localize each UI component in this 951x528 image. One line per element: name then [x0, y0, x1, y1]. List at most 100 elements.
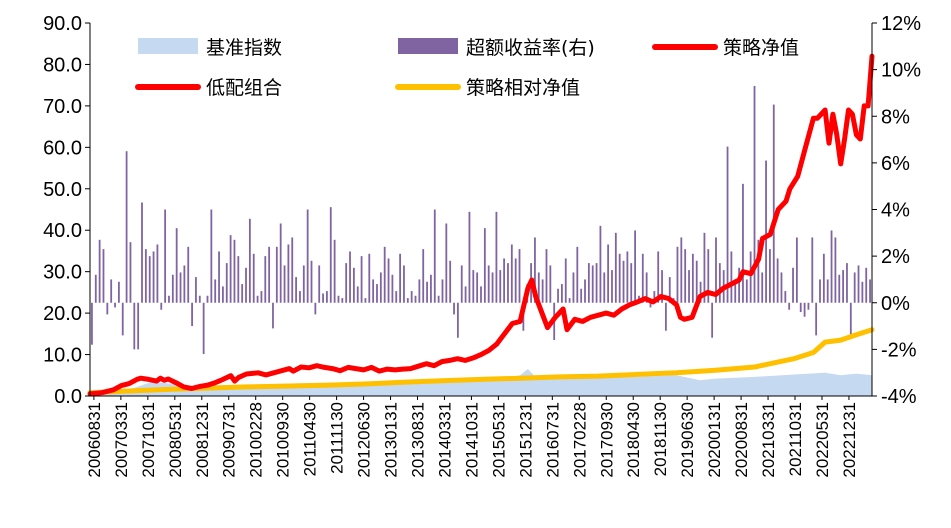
excess-bar [306, 209, 309, 303]
excess-bar [445, 223, 448, 303]
x-tick-label: 20181130 [651, 402, 670, 476]
excess-bar [480, 286, 482, 303]
excess-bar [853, 272, 856, 303]
excess-bar [842, 270, 845, 303]
excess-bar [838, 274, 841, 303]
excess-bar [98, 239, 101, 303]
x-tick-label: 20081231 [193, 402, 212, 478]
excess-bar [403, 265, 405, 303]
excess-bar [295, 277, 297, 303]
excess-bar [811, 237, 814, 303]
excess-bar [684, 249, 687, 303]
y-right-tick-label: 12% [881, 13, 921, 35]
excess-bar [549, 265, 552, 303]
excess-bar [360, 256, 363, 303]
x-tick-label: 20150531 [489, 402, 508, 478]
x-tick-label: 20111130 [328, 402, 347, 474]
x-tick-label: 20210331 [759, 402, 778, 478]
excess-bar [730, 251, 733, 303]
excess-bar [272, 302, 274, 329]
y-left-tick-label: 40.0 [43, 220, 82, 242]
excess-bar [233, 239, 236, 303]
excess-bar [688, 270, 690, 303]
excess-bar [322, 293, 324, 303]
y-left-tick-label: 90.0 [43, 13, 82, 35]
excess-bar [106, 302, 109, 315]
excess-bar [426, 281, 428, 303]
excess-bar [665, 302, 667, 331]
excess-bar [815, 302, 818, 336]
excess-bar [406, 298, 409, 303]
excess-bar [572, 272, 575, 303]
excess-bar [418, 279, 421, 303]
excess-bar [144, 249, 147, 303]
excess-bar [545, 249, 548, 303]
excess-bar [865, 267, 868, 303]
excess-bar [691, 253, 694, 303]
excess-bar [761, 272, 764, 303]
excess-bar [715, 237, 717, 303]
y-left-tick-label: 10.0 [43, 345, 82, 367]
excess-bar [784, 291, 787, 303]
excess-bar [141, 202, 143, 303]
excess-bar [437, 295, 440, 303]
excess-bar [337, 295, 340, 303]
excess-bar [568, 298, 571, 303]
excess-bar [834, 237, 837, 303]
excess-bar [229, 235, 232, 303]
excess-bar [491, 272, 494, 303]
excess-bar [114, 302, 116, 308]
x-tick-label: 20100930 [274, 402, 293, 478]
excess-bar [245, 267, 247, 303]
excess-bar [668, 277, 671, 303]
x-tick-label: 20080531 [166, 402, 185, 478]
excess-bar [287, 244, 290, 303]
excess-bar [391, 274, 394, 303]
excess-bar [237, 256, 240, 303]
excess-bar [279, 223, 282, 303]
excess-bar [792, 267, 794, 303]
excess-bar [780, 272, 783, 303]
excess-bar [657, 251, 660, 303]
excess-bar [591, 265, 594, 303]
excess-bar [846, 263, 848, 303]
excess-bar [133, 302, 136, 350]
excess-bar [703, 232, 706, 303]
y-left-tick-label: 20.0 [43, 303, 82, 325]
excess-bar [803, 302, 806, 317]
excess-bar [795, 237, 798, 303]
y-right-tick-label: 0% [881, 293, 910, 315]
excess-bar [121, 302, 124, 336]
excess-bar [561, 284, 563, 303]
excess-bar [587, 263, 590, 303]
excess-bar [252, 253, 255, 303]
excess-bar [507, 263, 509, 303]
excess-bar [168, 295, 170, 303]
excess-bar [765, 160, 767, 303]
excess-bar [576, 246, 579, 303]
y-right-tick-label: -4% [881, 386, 917, 408]
y-left-tick-label: 60.0 [43, 137, 82, 159]
excess-bar [830, 230, 833, 303]
excess-bar [129, 242, 132, 303]
excess-bar [379, 272, 382, 303]
excess-bar [410, 291, 413, 303]
excess-bar [187, 246, 190, 303]
legend-swatch-benchmark [138, 38, 198, 54]
excess-bar [241, 284, 244, 303]
excess-bar [788, 302, 791, 310]
x-tick-label: 20220531 [813, 402, 832, 478]
x-tick-label: 20090731 [220, 402, 239, 478]
excess-bars-layer [91, 85, 871, 355]
excess-bar [291, 237, 294, 303]
excess-bar [156, 244, 159, 303]
excess-bar [160, 302, 163, 310]
excess-bar [661, 270, 663, 303]
x-tick-label: 20060831 [85, 402, 104, 478]
excess-bar [849, 302, 852, 338]
legend-swatch-excess [398, 38, 458, 54]
x-tick-label: 20130831 [409, 402, 428, 478]
y-left-tick-label: 50.0 [43, 179, 82, 201]
